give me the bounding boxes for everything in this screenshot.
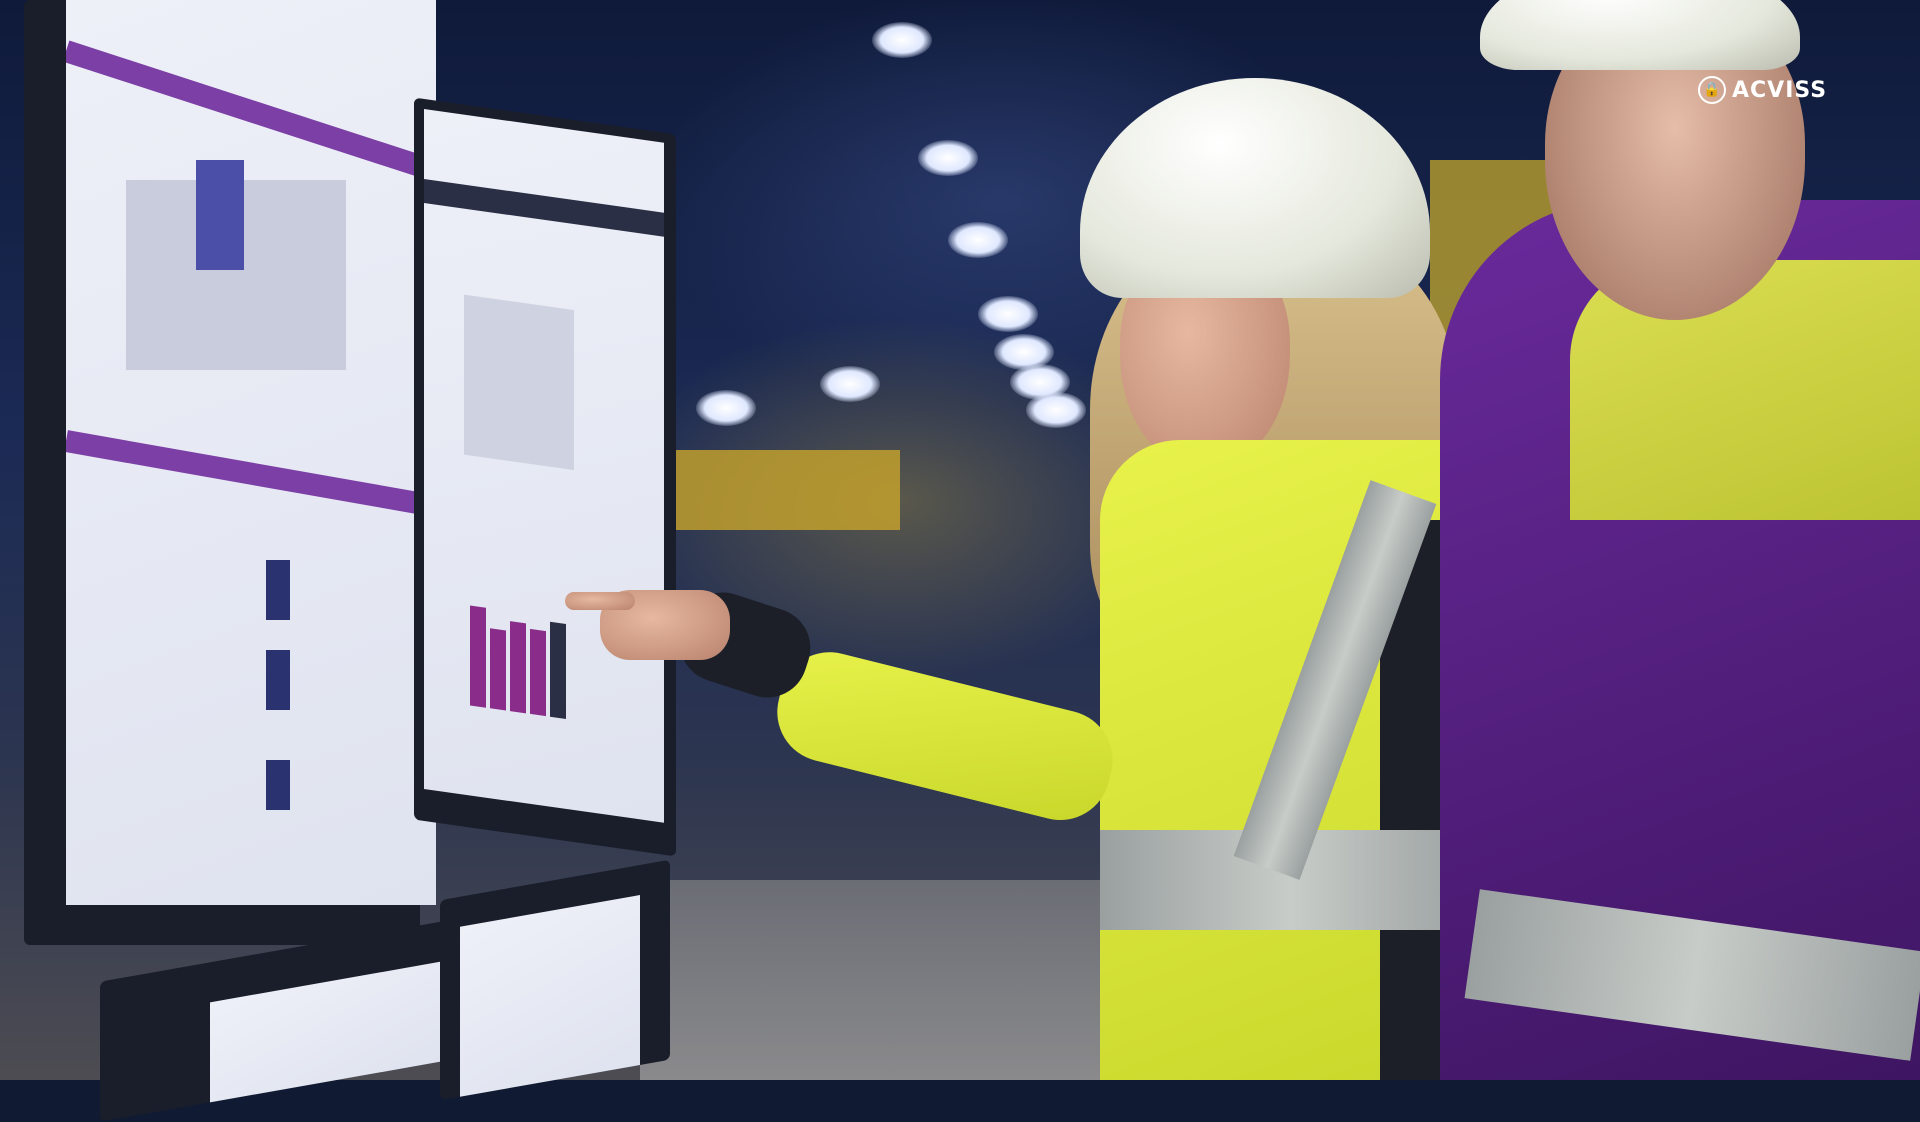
bar-chart [464, 585, 574, 720]
ceiling-light [918, 140, 978, 176]
diagram-glyph [266, 760, 290, 810]
chart-panel [464, 294, 574, 471]
ceiling-light [872, 22, 932, 58]
man-hard-hat [1480, 0, 1800, 70]
chart-bar [530, 628, 546, 717]
diagram-glyph [266, 560, 290, 620]
pointing-finger [565, 592, 635, 610]
second-monitor [414, 97, 676, 857]
ceiling-light [1026, 392, 1086, 428]
factory-floor [640, 880, 1140, 1080]
diagram-glyph [266, 650, 290, 710]
header-bar [66, 40, 422, 176]
monitor-screen [66, 0, 436, 905]
ceiling-light [820, 366, 880, 402]
ceiling-light [948, 222, 1008, 258]
small-monitor [440, 859, 670, 1101]
crane-beam [670, 450, 900, 530]
ceiling-light [978, 296, 1038, 332]
header-bar [424, 178, 664, 237]
chart-block [196, 160, 244, 270]
chart-bar [490, 628, 506, 711]
acviss-logo: 🔒 ACVISS [1698, 76, 1827, 104]
monitor-screen [460, 895, 640, 1097]
chart-bar [470, 605, 486, 708]
monitor-screen [210, 961, 440, 1103]
section-bar [66, 430, 433, 517]
chart-bar [550, 621, 566, 719]
chart-bar [510, 621, 526, 714]
logo-text: ACVISS [1732, 77, 1828, 103]
ceiling-light [696, 390, 756, 426]
lock-icon: 🔒 [1698, 76, 1726, 104]
large-monitor [24, 0, 436, 945]
monitor-screen [424, 108, 664, 823]
